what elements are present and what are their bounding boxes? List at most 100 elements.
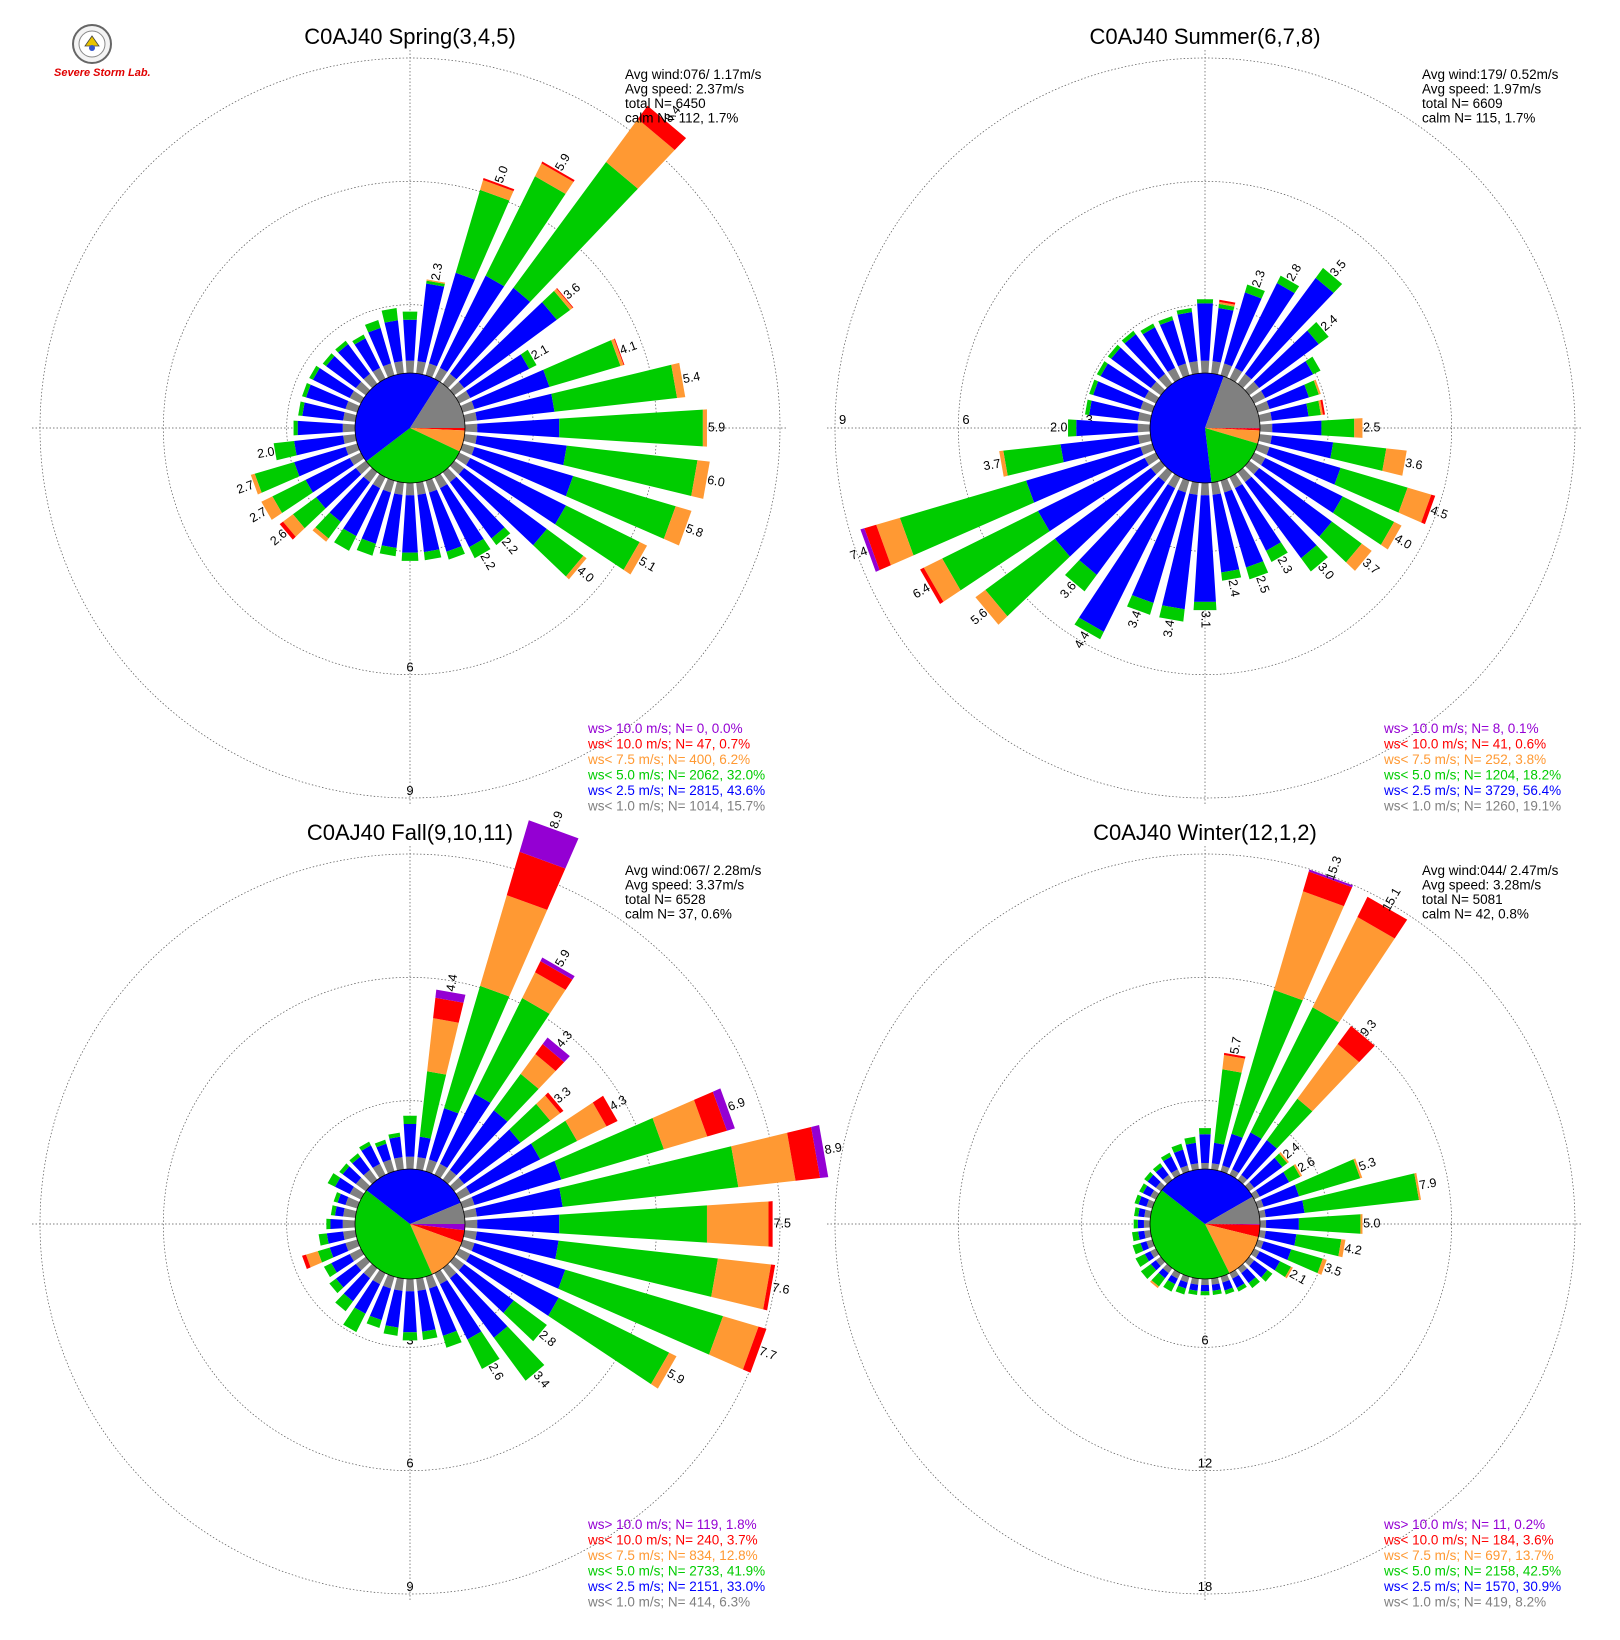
ring-label: 18: [1198, 1579, 1212, 1594]
bar-label: 7.7: [757, 1344, 778, 1363]
bar-segment: [355, 460, 371, 475]
chart-title: C0AJ40 Winter(12,1,2): [1093, 820, 1317, 845]
bar-segment: [379, 545, 397, 557]
direction-bar: [388, 1132, 404, 1171]
bar-segment: [1266, 542, 1288, 562]
bar-segment: [1244, 381, 1260, 396]
legend-entry: ws< 2.5 m/s; N= 2151, 33.0%: [587, 1579, 765, 1594]
bar-segment: [1332, 496, 1395, 545]
bar-segment: [1360, 1214, 1363, 1234]
bar-segment: [442, 373, 457, 389]
bar-segment: [1261, 361, 1314, 399]
pie-outline: [354, 1168, 466, 1280]
bar-segment: [1211, 1163, 1220, 1171]
stat-line: total N= 6609: [1422, 96, 1503, 111]
direction-bar: [1211, 299, 1236, 375]
direction-bar: 15.1: [1229, 885, 1408, 1179]
bar-segment: [493, 1073, 539, 1122]
bar-segment: [466, 354, 530, 399]
bar-segment: [261, 496, 283, 520]
bar-segment: [1301, 545, 1328, 572]
bar-segment: [1224, 489, 1264, 568]
ring-label: 9: [406, 1579, 413, 1594]
chart-title: C0AJ40 Spring(3,4,5): [304, 24, 516, 49]
bar-segment: [1229, 367, 1243, 383]
direction-bar: 7.7: [460, 1239, 778, 1373]
direction-bar: [1258, 399, 1326, 422]
bar-segment: [1258, 1209, 1266, 1218]
bar-segment: [1357, 896, 1408, 939]
bar-segment: [439, 1093, 491, 1168]
bar-segment: [345, 443, 360, 455]
bar-segment: [366, 1315, 382, 1329]
pie-outline: [1149, 372, 1261, 484]
bar-segment: [548, 1297, 670, 1385]
direction-bar: [323, 1248, 365, 1278]
bar-segment: [1190, 1163, 1199, 1171]
bar-segment: [403, 1115, 417, 1124]
bar-segment: [1249, 1157, 1283, 1188]
pie-slice: [1161, 1169, 1253, 1224]
bar-segment: [345, 1197, 360, 1209]
bar-segment: [279, 521, 296, 540]
bar-label: 2.3: [1249, 268, 1268, 289]
bar-segment: [1194, 495, 1216, 602]
bar-segment: [1244, 1256, 1255, 1267]
bar-segment: [383, 363, 395, 378]
bar-segment: [334, 528, 357, 551]
bar-segment: [1144, 390, 1160, 404]
bar-segment: [787, 1126, 821, 1181]
bar-segment: [446, 546, 465, 560]
bar-segment: [394, 1277, 404, 1291]
bar-segment: [343, 1307, 366, 1333]
bar-segment: [1307, 322, 1329, 345]
direction-bar: [1134, 1207, 1152, 1218]
bar-segment: [1100, 363, 1149, 399]
direction-bar: [327, 1173, 365, 1200]
bar-segment: [372, 473, 386, 489]
bar-segment: [1237, 373, 1252, 389]
severe-storm-lab-logo: Severe Storm Lab.: [54, 24, 151, 79]
bar-segment: [381, 493, 403, 549]
direction-bar: [403, 1115, 417, 1170]
bar-label: 3.4: [1161, 619, 1178, 639]
bar-segment: [711, 1258, 772, 1310]
stat-line: Avg speed: 2.37m/s: [625, 82, 744, 97]
bar-segment: [355, 1256, 371, 1271]
bar-segment: [349, 1153, 361, 1164]
bar-segment: [975, 589, 1008, 625]
bar-segment: [383, 1159, 395, 1174]
bar-segment: [1096, 361, 1108, 377]
bar-segment: [417, 283, 445, 363]
pie-slice: [1205, 1224, 1260, 1225]
legend-entry: ws< 5.0 m/s; N= 2062, 32.0%: [587, 768, 765, 783]
direction-bar: [1131, 1230, 1152, 1242]
bar-segment: [1249, 1260, 1268, 1278]
direction-bar: [1255, 379, 1321, 413]
bar-segment: [356, 538, 376, 556]
bar-segment: [429, 1108, 459, 1163]
bar-segment: [316, 467, 362, 509]
direction-bar: [1244, 1256, 1273, 1282]
bar-segment: [1060, 435, 1140, 463]
bar-segment: [1138, 412, 1152, 422]
pie-slice: [410, 1224, 465, 1243]
grid-ring: [39, 57, 781, 799]
direction-bar: 5.6: [968, 460, 1166, 628]
direction-bar: [425, 1274, 462, 1348]
bar-segment: [416, 1157, 426, 1171]
bar-segment: [1150, 1260, 1161, 1271]
bar-segment: [1253, 330, 1319, 389]
bar-segment: [637, 105, 687, 150]
legend-entry: ws< 10.0 m/s; N= 184, 3.6%: [1383, 1533, 1554, 1548]
bar-segment: [691, 460, 710, 499]
bar-segment: [416, 361, 426, 375]
bar-segment: [1193, 601, 1217, 611]
bar-segment: [1189, 481, 1199, 495]
bar-segment: [876, 517, 914, 566]
bar-segment: [315, 512, 341, 539]
chart-title: C0AJ40 Summer(6,7,8): [1089, 24, 1320, 49]
bar-segment: [536, 1095, 561, 1121]
direction-bar: 2.0: [1050, 419, 1151, 437]
bar-segment: [349, 1248, 365, 1262]
